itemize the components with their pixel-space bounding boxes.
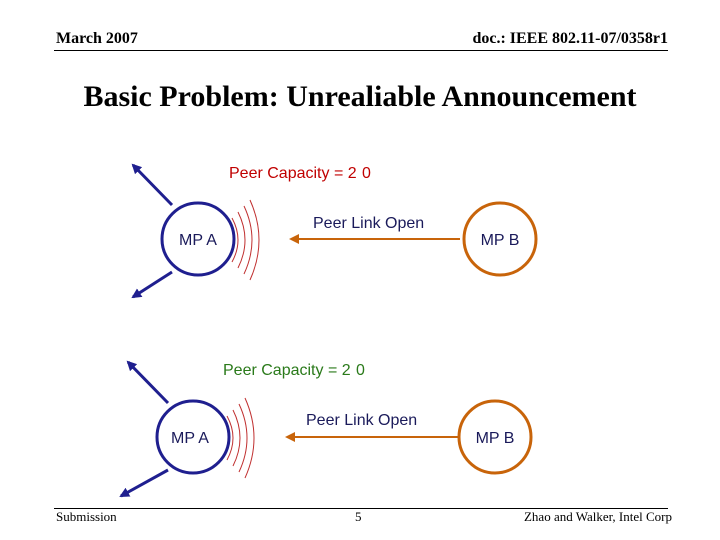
mp-b-label: MP B	[481, 232, 520, 249]
radio-waves	[226, 397, 255, 479]
footer-submission: Submission	[56, 509, 117, 524]
peer-capacity-overlay: 0	[362, 165, 371, 182]
header-date: March 2007	[56, 30, 138, 47]
peer-capacity-overlay: 0	[356, 362, 365, 379]
link-arrow-down	[131, 270, 173, 299]
scenario-2: Peer Capacity = 2 0 MP A Peer Link Open …	[119, 360, 533, 498]
mp-a-label: MP A	[171, 430, 209, 447]
scenario-1: Peer Capacity = 2 0 MP A Peer Link Open …	[131, 163, 538, 299]
peer-capacity-label: Peer Capacity = 2	[229, 165, 357, 182]
footer-authors: Zhao and Walker, Intel Corp	[523, 509, 672, 524]
slide-title: Basic Problem: Unrealiable Announcement	[83, 80, 637, 113]
footer-divider	[54, 508, 668, 509]
message-label: Peer Link Open	[313, 215, 424, 232]
link-arrow-up	[126, 360, 170, 405]
footer-page-number: 5	[355, 509, 362, 524]
header-divider	[54, 50, 668, 51]
mp-b-node	[462, 201, 538, 277]
mp-b-label: MP B	[476, 430, 515, 447]
mp-a-node	[160, 201, 236, 277]
peer-capacity-label: Peer Capacity = 2	[223, 362, 351, 379]
header-doc-id: doc.: IEEE 802.11-07/0358r1	[472, 30, 668, 47]
mp-b-node	[457, 399, 533, 475]
message-label: Peer Link Open	[306, 412, 417, 429]
link-arrow-up	[131, 163, 174, 207]
radio-waves	[231, 199, 260, 281]
mp-a-label: MP A	[179, 232, 217, 249]
mp-a-node	[155, 399, 231, 475]
link-arrow-down	[119, 468, 169, 498]
